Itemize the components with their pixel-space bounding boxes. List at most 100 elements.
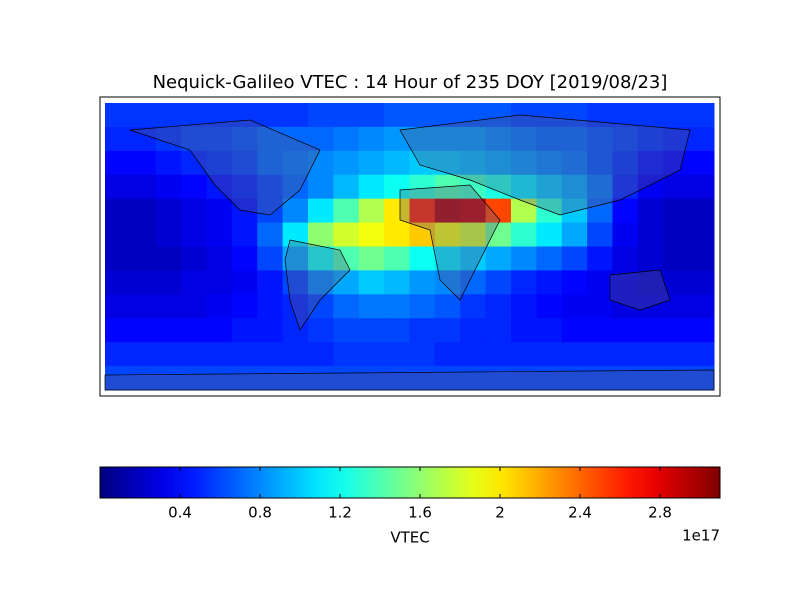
heat-cell xyxy=(155,366,182,391)
heat-cell xyxy=(561,318,588,343)
heat-cell xyxy=(612,174,639,200)
heat-cell xyxy=(561,222,588,247)
heat-cell xyxy=(409,294,436,319)
heat-cell xyxy=(333,222,360,247)
heat-cell xyxy=(384,318,410,343)
heat-cell xyxy=(105,366,131,391)
heat-cell xyxy=(561,270,588,295)
colorbar-tick-label: 1.6 xyxy=(408,504,432,522)
heat-cell xyxy=(460,174,487,200)
heat-cell xyxy=(308,246,334,271)
heat-cell xyxy=(485,222,512,247)
heat-cell xyxy=(105,318,131,343)
heat-cell xyxy=(409,174,436,200)
heat-cell xyxy=(688,198,715,224)
heat-cell xyxy=(587,294,613,319)
heat-cell xyxy=(637,270,664,295)
heat-cell xyxy=(511,222,537,247)
heat-cell xyxy=(181,126,207,152)
heat-cell xyxy=(257,366,284,391)
heat-cell xyxy=(130,198,157,224)
heat-cell xyxy=(384,174,410,200)
heat-cell xyxy=(130,270,157,295)
heat-cell xyxy=(434,366,461,391)
heat-cell xyxy=(181,318,207,343)
heat-cell xyxy=(231,342,258,367)
colorbar-tick-label: 0.8 xyxy=(248,504,272,522)
heat-cell xyxy=(587,222,613,247)
heat-cell xyxy=(434,126,461,152)
heat-cell xyxy=(358,342,385,367)
heat-cell xyxy=(155,174,182,200)
heat-cell xyxy=(333,198,360,224)
heat-cell xyxy=(130,294,157,319)
heat-cell xyxy=(587,246,613,271)
heat-cell xyxy=(384,246,410,271)
heat-cell xyxy=(155,270,182,295)
heat-cell xyxy=(333,366,360,391)
heat-cell xyxy=(511,174,537,200)
heat-cell xyxy=(181,342,207,367)
heat-cell xyxy=(282,174,309,200)
heat-cell xyxy=(587,174,613,200)
heat-cell xyxy=(688,318,715,343)
heat-cell xyxy=(105,174,131,200)
heat-cell xyxy=(637,198,664,224)
heat-cell xyxy=(409,246,436,271)
heat-cell xyxy=(384,126,410,152)
heat-cell xyxy=(485,294,512,319)
heat-cell xyxy=(206,222,233,247)
heat-cell xyxy=(688,174,715,200)
heat-cell xyxy=(663,174,690,200)
heat-cell xyxy=(561,103,588,128)
heat-cell xyxy=(688,150,715,176)
heat-cell xyxy=(409,342,436,367)
heat-cell xyxy=(561,126,588,152)
heat-cell xyxy=(663,126,690,152)
heat-cell xyxy=(105,294,131,319)
heat-cell xyxy=(130,174,157,200)
heat-cell xyxy=(105,150,131,176)
heat-cell xyxy=(155,246,182,271)
heat-cell xyxy=(536,294,563,319)
heat-cell xyxy=(409,198,436,224)
colorbar-tick-label: 0.4 xyxy=(168,504,192,522)
offset-label: 1e17 xyxy=(682,527,720,545)
heat-cell xyxy=(511,318,537,343)
heat-cell xyxy=(333,294,360,319)
heat-cell xyxy=(206,342,233,367)
heat-cell xyxy=(460,246,487,271)
heat-cell xyxy=(257,103,284,128)
heat-cell xyxy=(130,103,157,128)
heat-cell xyxy=(231,126,258,152)
heat-cell xyxy=(637,246,664,271)
colorbar-tick-label: 2.4 xyxy=(568,504,592,522)
heat-cell xyxy=(663,103,690,128)
heat-cell xyxy=(460,222,487,247)
heat-cell xyxy=(612,318,639,343)
heat-cell xyxy=(612,198,639,224)
heat-cell xyxy=(333,246,360,271)
heat-cell xyxy=(282,342,309,367)
heat-cell xyxy=(231,318,258,343)
heat-cell xyxy=(561,198,588,224)
heat-cell xyxy=(384,342,410,367)
heat-cell xyxy=(130,150,157,176)
heat-cell xyxy=(663,294,690,319)
heat-cell xyxy=(231,246,258,271)
colorbar-label: VTEC xyxy=(390,529,429,547)
heat-cell xyxy=(460,103,487,128)
heat-cell xyxy=(358,126,385,152)
heat-cell xyxy=(460,126,487,152)
heat-cell xyxy=(257,342,284,367)
heat-cell xyxy=(130,222,157,247)
heat-cell xyxy=(409,318,436,343)
heat-cell xyxy=(485,366,512,391)
heat-cell xyxy=(460,198,487,224)
heat-cell xyxy=(561,174,588,200)
heat-cell xyxy=(511,294,537,319)
coastlines xyxy=(104,114,715,391)
heat-cell xyxy=(434,222,461,247)
heat-cell xyxy=(663,246,690,271)
